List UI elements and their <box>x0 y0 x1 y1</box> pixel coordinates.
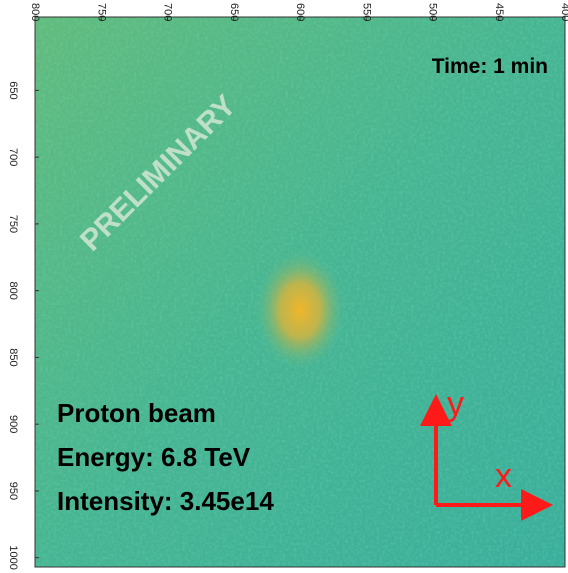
y-tick-label: 850 <box>7 348 19 366</box>
y-tick-label: 900 <box>7 415 19 433</box>
beam-label: Proton beam <box>57 398 216 428</box>
x-tick-label: 400 <box>559 3 568 21</box>
y-tick-label: 1000 <box>7 545 19 569</box>
x-tick-label: 800 <box>29 3 41 21</box>
beam-spot <box>255 250 345 370</box>
y-arrow-label: y <box>447 385 464 423</box>
time-label: Time: 1 min <box>432 55 548 78</box>
y-tick-label: 700 <box>7 148 19 166</box>
x-tick-label: 650 <box>228 3 240 21</box>
x-tick-label: 700 <box>162 3 174 21</box>
x-tick-label: 500 <box>427 3 439 21</box>
y-tick-label: 950 <box>7 482 19 500</box>
x-tick-label: 550 <box>360 3 372 21</box>
y-tick-label: 750 <box>7 215 19 233</box>
intensity-label: Intensity: 3.45e14 <box>57 486 274 516</box>
ticks: 800 750 700 650 600 550 500 450 400 650 700 750 800 8… <box>7 3 568 570</box>
energy-label: Energy: 6.8 TeV <box>57 442 251 472</box>
y-tick-label: 800 <box>7 281 19 299</box>
x-tick-label: 750 <box>95 3 107 21</box>
x-tick-label: 600 <box>294 3 306 21</box>
x-tick-label: 450 <box>493 3 505 21</box>
x-arrow-label: x <box>495 457 512 495</box>
y-tick-label: 650 <box>7 81 19 99</box>
